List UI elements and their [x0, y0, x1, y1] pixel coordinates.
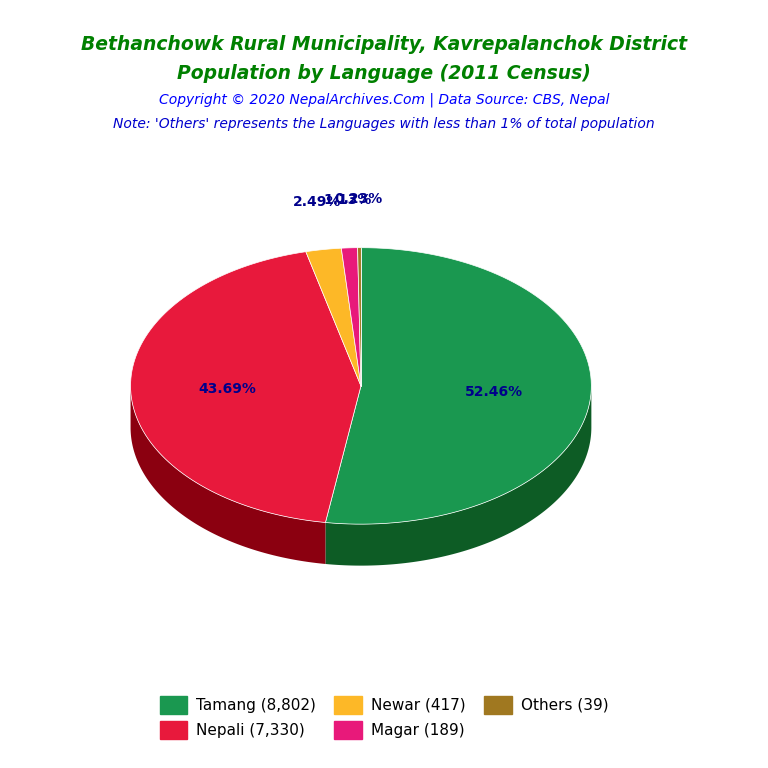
Text: 2.49%: 2.49% — [293, 195, 341, 209]
Polygon shape — [131, 387, 326, 564]
Polygon shape — [131, 252, 361, 522]
Polygon shape — [326, 247, 591, 524]
Polygon shape — [306, 248, 361, 386]
Text: 52.46%: 52.46% — [465, 385, 523, 399]
Text: 43.69%: 43.69% — [198, 382, 257, 396]
Polygon shape — [358, 247, 361, 386]
Text: Bethanchowk Rural Municipality, Kavrepalanchok District: Bethanchowk Rural Municipality, Kavrepal… — [81, 35, 687, 54]
Text: Copyright © 2020 NepalArchives.Com | Data Source: CBS, Nepal: Copyright © 2020 NepalArchives.Com | Dat… — [159, 93, 609, 108]
Polygon shape — [326, 386, 591, 565]
Legend: Tamang (8,802), Nepali (7,330), Newar (417), Magar (189), Others (39): Tamang (8,802), Nepali (7,330), Newar (4… — [154, 690, 614, 745]
Text: 0.23%: 0.23% — [335, 192, 383, 207]
Text: 1.13%: 1.13% — [323, 193, 372, 207]
Text: Note: 'Others' represents the Languages with less than 1% of total population: Note: 'Others' represents the Languages … — [113, 117, 655, 131]
Text: Population by Language (2011 Census): Population by Language (2011 Census) — [177, 64, 591, 83]
Polygon shape — [341, 248, 361, 386]
